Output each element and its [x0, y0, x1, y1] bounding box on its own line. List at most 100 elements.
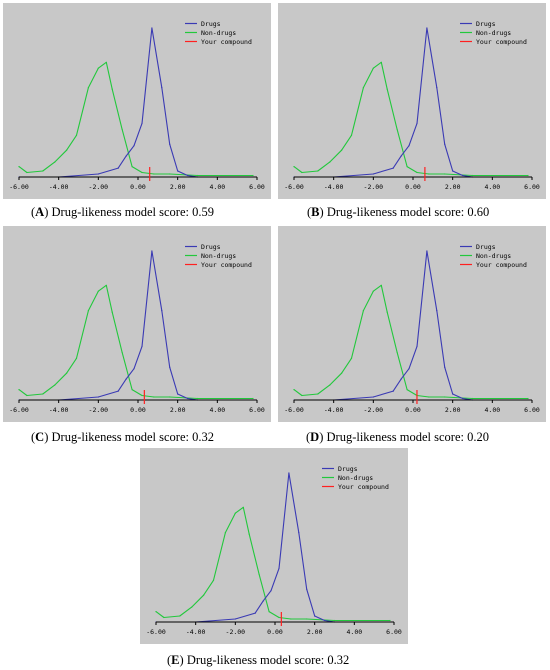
data-point-non-drugs [111, 88, 113, 90]
data-point-non-drugs [105, 284, 107, 286]
data-point-non-drugs [428, 173, 430, 175]
data-point-non-drugs [372, 67, 374, 69]
data-point-drugs [408, 368, 410, 370]
data-point-drugs [452, 170, 454, 172]
data-point-non-drugs [131, 166, 133, 168]
data-point-non-drugs [121, 351, 123, 353]
data-point-non-drugs [293, 389, 295, 391]
data-point-drugs [462, 174, 464, 177]
legend-label: Drugs [476, 243, 496, 251]
data-point-non-drugs [66, 149, 68, 151]
data-point-non-drugs [131, 389, 133, 391]
data-point-non-drugs [329, 161, 331, 163]
data-point-non-drugs [105, 61, 107, 63]
x-tick-label: 6.00 [249, 183, 265, 191]
legend-label: Drugs [476, 20, 496, 28]
data-point-non-drugs [248, 533, 250, 535]
data-point-non-drugs [203, 594, 205, 596]
x-tick-label: 2.00 [445, 183, 461, 191]
data-point-drugs [298, 532, 300, 534]
data-point-drugs [169, 143, 171, 145]
legend-label: Your compound [476, 38, 527, 46]
data-point-non-drugs [234, 512, 236, 514]
x-tick-label: -2.00 [89, 183, 109, 191]
legend-label: Your compound [201, 38, 252, 46]
data-point-drugs [254, 612, 256, 614]
panel-letter-e: E [171, 653, 180, 667]
legend-label: Drugs [338, 465, 358, 473]
data-point-non-drugs [242, 506, 244, 508]
data-point-non-drugs [153, 396, 155, 398]
chart-c: -6.00 -4.00 -2.00 0.00 2.00 4.00 6.00 DrugsNon-… [3, 226, 271, 422]
legend-label: Drugs [201, 20, 221, 28]
data-point-non-drugs [380, 61, 382, 63]
data-point-drugs [97, 173, 99, 175]
data-point-non-drugs [111, 311, 113, 313]
chart-background [278, 3, 546, 199]
x-tick-label: 6.00 [524, 406, 540, 414]
data-point-drugs [392, 167, 394, 169]
x-tick-label: -6.00 [9, 406, 29, 414]
data-point-drugs [151, 250, 153, 252]
caption-text-b: Drug-likeness model score: 0.60 [326, 205, 490, 219]
x-tick-label: 2.00 [170, 183, 186, 191]
data-point-drugs [436, 87, 438, 89]
data-point-non-drugs [258, 573, 260, 575]
data-point-non-drugs [268, 611, 270, 613]
data-point-drugs [187, 174, 189, 177]
data-point-non-drugs [278, 616, 280, 619]
panel-c: -6.00 -4.00 -2.00 0.00 2.00 4.00 6.00 Drugs Non-… [3, 226, 271, 422]
data-point-non-drugs [153, 173, 155, 175]
legend-label: Drugs [201, 243, 221, 251]
data-point-non-drugs [386, 311, 388, 313]
data-point-non-drugs [341, 372, 343, 374]
data-point-drugs [117, 167, 119, 169]
data-point-drugs [426, 250, 428, 252]
data-point-non-drugs [329, 384, 331, 386]
caption-text-e: Drug-likeness model score: 0.32 [186, 653, 350, 667]
data-point-non-drugs [54, 384, 56, 386]
x-tick-label: -4.00 [186, 628, 206, 636]
data-point-non-drugs [389, 619, 391, 622]
data-point-non-drugs [141, 171, 143, 174]
data-point-non-drugs [471, 397, 474, 400]
data-point-non-drugs [141, 394, 143, 397]
x-tick-label: -2.00 [364, 183, 384, 191]
data-point-non-drugs [301, 171, 303, 174]
data-point-non-drugs [121, 128, 123, 130]
data-point-non-drugs [444, 173, 446, 175]
caption-text-d: Drug-likeness model score: 0.20 [326, 430, 489, 444]
x-tick-label: -4.00 [324, 406, 344, 414]
data-point-drugs [400, 378, 402, 380]
chart-background [278, 226, 546, 422]
x-tick-label: 0.00 [130, 183, 146, 191]
legend-label: Your compound [476, 261, 527, 269]
data-point-non-drugs [386, 88, 388, 90]
x-tick-label: 4.00 [347, 628, 363, 636]
data-point-non-drugs [396, 128, 398, 130]
data-point-drugs [416, 122, 418, 124]
data-point-non-drugs [97, 67, 99, 69]
data-point-drugs [288, 472, 290, 474]
data-point-non-drugs [362, 87, 364, 89]
x-tick-label: 0.00 [405, 183, 421, 191]
caption-b: (B) Drug-likeness model score: 0.60 [307, 205, 490, 219]
x-tick-label: 6.00 [386, 628, 402, 636]
caption-a: (A) Drug-likeness model score: 0.59 [31, 205, 214, 219]
data-point-non-drugs [333, 619, 336, 622]
data-point-non-drugs [169, 396, 171, 398]
panel-d: -6.00 -4.00 -2.00 0.00 2.00 4.00 6.00 Drugs Non-… [278, 226, 546, 422]
chart-background [140, 448, 408, 644]
chart-a: -6.00 -4.00 -2.00 0.00 2.00 4.00 6.00 DrugsNon-… [3, 3, 271, 199]
legend-label: Your compound [201, 261, 252, 269]
x-tick-label: -6.00 [9, 183, 29, 191]
data-point-non-drugs [293, 166, 295, 168]
data-point-non-drugs [196, 397, 199, 400]
chart-e: -6.00 -4.00 -2.00 0.00 2.00 4.00 6.00 DrugsNon-… [140, 448, 408, 644]
x-tick-label: 6.00 [524, 183, 540, 191]
data-point-drugs [141, 345, 143, 347]
data-point-drugs [278, 567, 280, 569]
data-point-non-drugs [169, 173, 171, 175]
data-point-non-drugs [290, 618, 292, 620]
panel-letter-c: C [35, 430, 45, 444]
